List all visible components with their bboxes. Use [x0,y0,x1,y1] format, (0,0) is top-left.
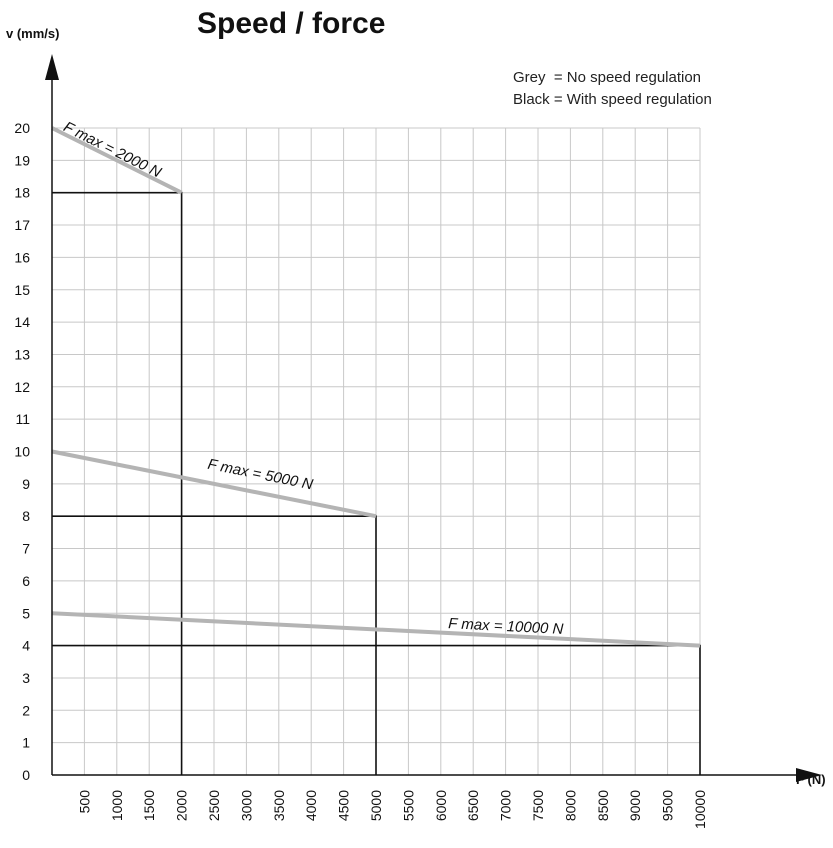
x-tick-label: 8500 [595,790,611,821]
x-tick-label: 2000 [174,790,190,821]
y-tick-label: 2 [22,702,30,718]
x-tick-label: 7500 [530,790,546,821]
x-tick-label: 6000 [433,790,449,821]
axes [45,54,822,782]
y-axis-label: v (mm/s) [6,26,59,41]
x-axis-label: F (N) [796,772,826,787]
y-tick-label: 3 [22,670,30,686]
y-tick-label: 8 [22,508,30,524]
x-axis-arrow-icon [796,768,822,782]
unregulated-series-layer [51,126,701,648]
y-tick-label: 20 [14,120,30,136]
y-tick-label: 7 [22,541,30,557]
x-tick-label: 3000 [238,790,254,821]
annotation-label: F max = 10000 N [448,615,564,638]
x-tick-label: 4000 [303,790,319,821]
series-line-0 [51,126,183,195]
series-line-2 [51,449,377,519]
y-tick-label: 16 [14,249,30,265]
x-tick-label: 10000 [692,790,708,829]
y-tick-label: 19 [14,152,30,168]
y-tick-label: 0 [22,767,30,783]
y-tick-label: 5 [22,605,30,621]
x-tick-label: 4500 [336,790,352,821]
y-tick-label: 4 [22,638,30,654]
y-tick-label: 10 [14,444,30,460]
y-tick-label: 1 [22,735,30,751]
annotation-label: F max = 5000 N [206,456,314,494]
y-tick-label: 15 [14,282,30,298]
legend-entry-grey: Grey = No speed regulation [513,69,701,86]
x-tick-label: 7000 [498,790,514,821]
y-tick-label: 14 [14,314,30,330]
chart-title: Speed / force [197,7,385,40]
x-tick-label: 2500 [206,790,222,821]
x-tick-label: 6500 [465,790,481,821]
annotations: F max = 2000 NF max = 5000 NF max = 1000… [61,118,564,638]
x-tick-label: 9000 [627,790,643,821]
y-tick-label: 11 [15,411,30,427]
y-tick-label: 9 [22,476,30,492]
y-tick-label: 13 [14,346,30,362]
x-tick-label: 1500 [141,790,157,821]
x-tick-label: 3500 [271,790,287,821]
x-tick-label: 5000 [368,790,384,821]
x-tick-label: 9500 [660,790,676,821]
x-tick-label: 500 [76,790,92,814]
y-axis-arrow-icon [45,54,59,80]
x-tick-label: 8000 [562,790,578,821]
y-tick-label: 12 [14,379,30,395]
y-tick-label: 6 [22,573,30,589]
y-tick-label: 18 [14,185,30,201]
x-tick-label: 5500 [400,790,416,821]
legend-entry-black: Black = With speed regulation [513,91,712,108]
x-tick-label: 1000 [109,790,125,821]
series-line-4 [51,611,701,648]
y-tick-label: 17 [14,217,30,233]
